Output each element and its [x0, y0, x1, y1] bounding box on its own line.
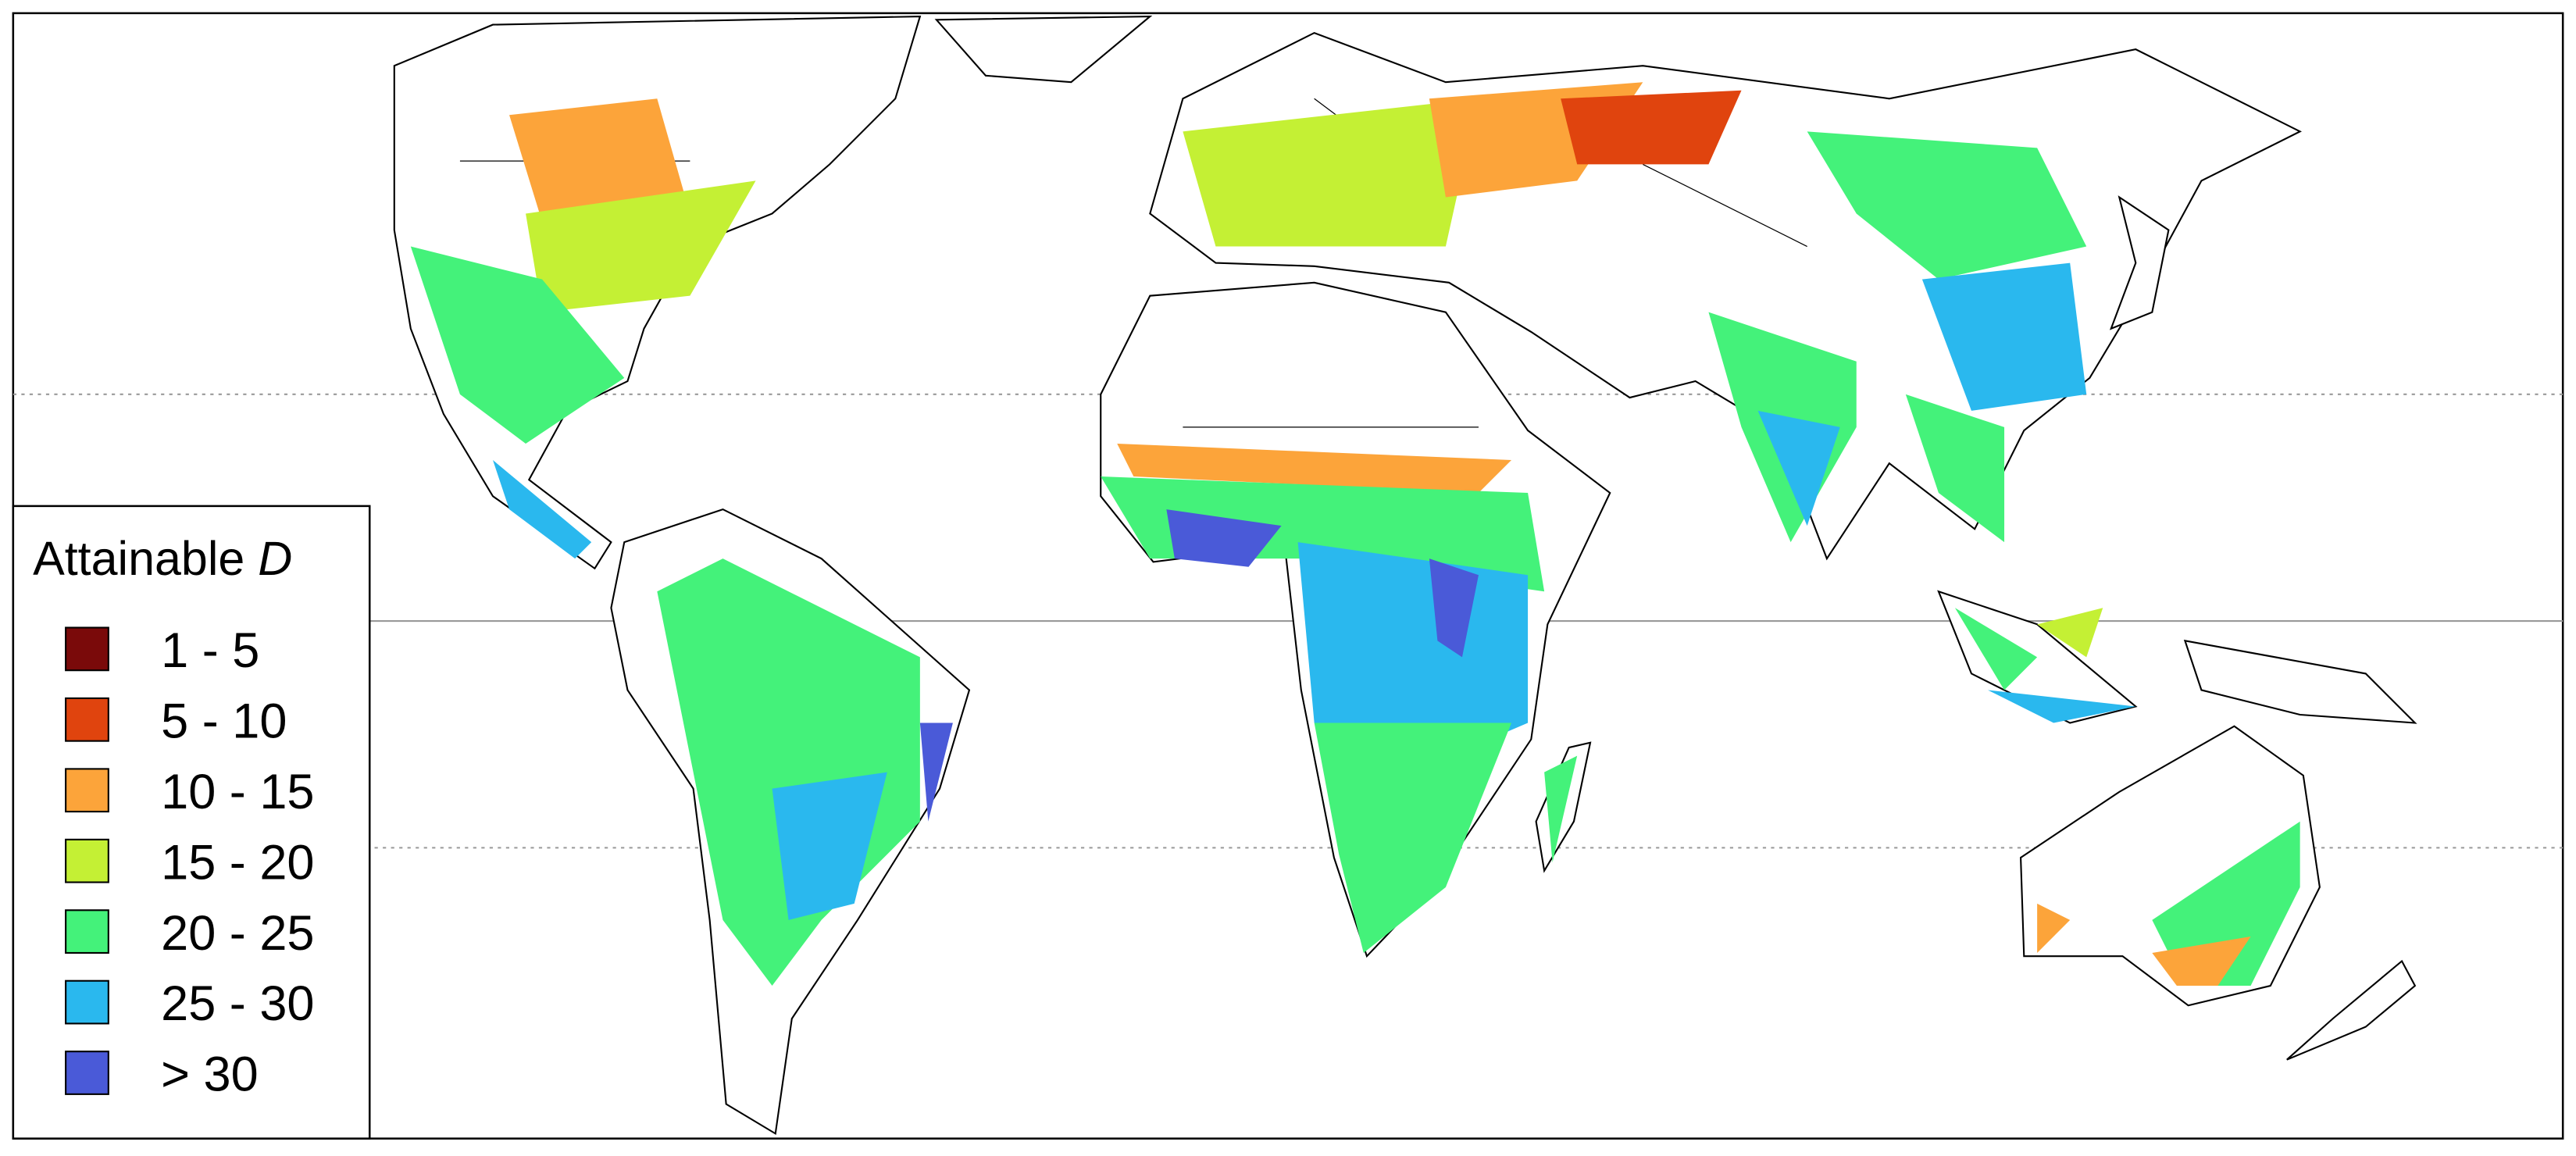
- vegetation-patch: [1166, 509, 1282, 567]
- legend-label: 25 - 30: [161, 976, 314, 1031]
- vegetation-patch: [1183, 98, 1479, 247]
- legend-label: 15 - 20: [161, 835, 314, 890]
- vegetation-patches: [410, 82, 2300, 987]
- vegetation-patch: [2037, 608, 2103, 658]
- vegetation-patch: [1954, 608, 2038, 690]
- vegetation-patch: [2152, 821, 2300, 987]
- vegetation-patch: [509, 98, 690, 223]
- vegetation-patch: [1757, 410, 1840, 526]
- legend-label: 5 - 10: [161, 694, 287, 748]
- vegetation-patch: [492, 459, 592, 559]
- legend-swatch: [65, 626, 109, 672]
- legend-box: [12, 505, 371, 1140]
- legend-title-italic: D: [258, 532, 292, 585]
- legend-label: 20 - 25: [161, 906, 314, 961]
- legend: 1 - 5 5 - 10 10 - 15 15 - 20 20 - 25 25 - 30 >…: [65, 623, 315, 1102]
- legend-label: 1 - 5: [161, 623, 259, 678]
- legend-swatch: [65, 838, 109, 883]
- vegetation-patch: [1988, 690, 2136, 723]
- vegetation-patch: [1905, 394, 2005, 543]
- legend-swatch: [65, 909, 109, 954]
- vegetation-patch: [2152, 936, 2251, 987]
- vegetation-patch: [1314, 722, 1512, 953]
- vegetation-patch: [919, 722, 953, 822]
- vegetation-patch: [772, 772, 887, 920]
- legend-swatch: [65, 979, 109, 1025]
- vegetation-patch: [526, 180, 756, 312]
- vegetation-patch: [1561, 90, 1742, 165]
- legend-label: 10 - 15: [161, 765, 314, 819]
- vegetation-patch: [1921, 262, 2087, 411]
- legend-title: Attainable D: [33, 532, 292, 585]
- vegetation-patch: [1117, 443, 1512, 494]
- legend-swatch: [65, 768, 109, 813]
- legend-label: > 30: [161, 1047, 259, 1102]
- vegetation-patch: [1429, 558, 1479, 658]
- vegetation-patch: [1807, 131, 2087, 280]
- legend-swatch: [65, 697, 109, 742]
- vegetation-patch: [1544, 755, 1578, 863]
- vegetation-patch: [2037, 903, 2071, 953]
- legend-title-text: Attainable: [33, 532, 258, 585]
- vegetation-patch: [410, 246, 625, 444]
- legend-swatch: [65, 1051, 109, 1095]
